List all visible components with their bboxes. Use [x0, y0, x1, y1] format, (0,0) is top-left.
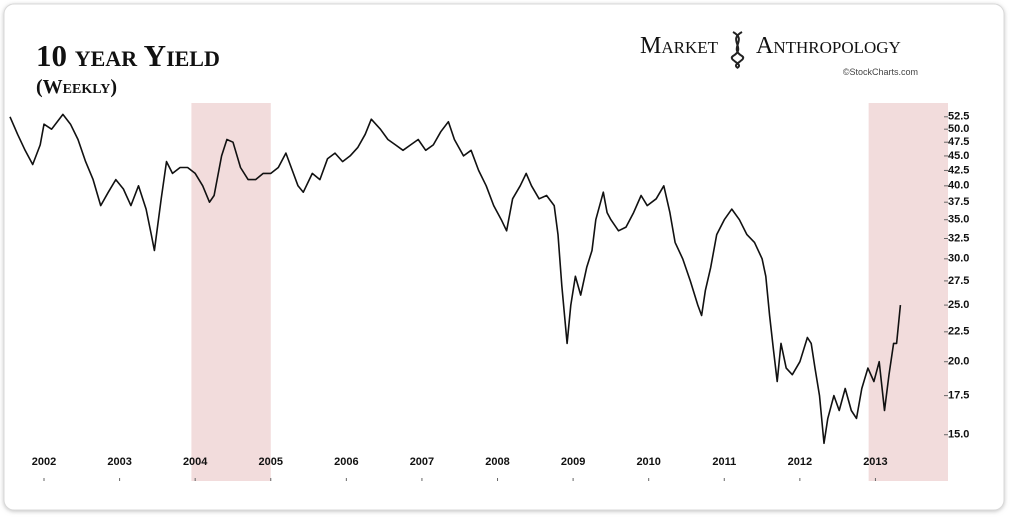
y-tick-label: 20.0 [948, 356, 969, 368]
chart-title: 10 year Yield [36, 38, 220, 73]
chart-subtitle: (Weekly) [36, 76, 117, 98]
y-tick-label: 32.5 [948, 232, 969, 244]
brand-icon [730, 31, 745, 69]
y-tick-label: 17.5 [948, 390, 969, 402]
y-tick-label: 22.5 [948, 326, 969, 338]
y-tick-label: 50.0 [948, 123, 969, 135]
x-tick-label: 2006 [334, 456, 358, 468]
y-tick-label: 45.0 [948, 150, 969, 162]
x-tick-label: 2004 [183, 456, 208, 468]
y-tick-label: 42.5 [948, 164, 969, 176]
x-tick-label: 2011 [712, 456, 736, 468]
x-tick-label: 2005 [259, 456, 283, 468]
y-tick-label: 52.5 [948, 111, 969, 123]
x-tick-label: 2009 [561, 456, 585, 468]
brand-right: Anthropology [756, 33, 901, 59]
x-tick-label: 2013 [863, 456, 887, 468]
source: ©StockCharts.com [843, 67, 918, 77]
shaded-region [191, 103, 271, 481]
y-tick-label: 47.5 [948, 136, 969, 148]
frame [3, 3, 1005, 511]
x-tick-label: 2003 [107, 456, 131, 468]
y-tick-label: 37.5 [948, 196, 969, 208]
x-tick-label: 2002 [32, 456, 56, 468]
y-tick-label: 15.0 [948, 429, 969, 441]
plot-area: 15.0 17.5 20.0 22.5 25.0 27.5 30.0 32.5 35.0 37.5… [9, 103, 969, 481]
y-tick-label: 25.0 [948, 299, 969, 311]
x-tick-label: 2007 [410, 456, 434, 468]
y-tick-label: 30.0 [948, 253, 969, 265]
y-tick-label: 27.5 [948, 275, 969, 287]
yield-line [9, 113, 902, 445]
x-tick-label: 2010 [636, 456, 660, 468]
shaded-region [868, 103, 948, 481]
x-tick-label: 2012 [788, 456, 812, 468]
y-tick-label: 35.0 [948, 214, 969, 226]
y-tick-label: 40.0 [948, 180, 969, 192]
x-tick-label: 2008 [485, 456, 509, 468]
brand-left: Market [640, 33, 719, 59]
